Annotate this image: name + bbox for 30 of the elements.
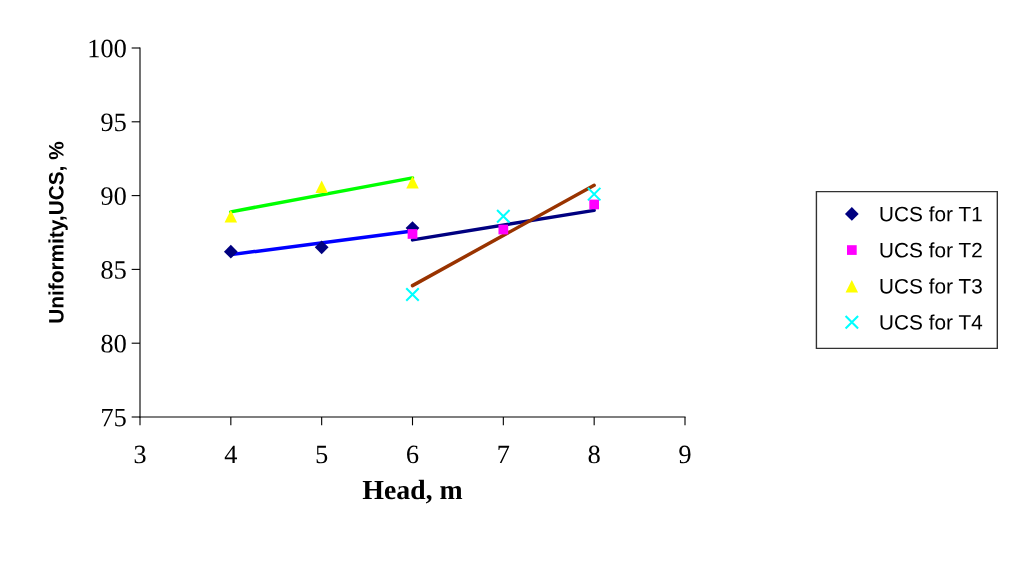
- point: [314, 240, 329, 255]
- point: [498, 224, 509, 235]
- point: [224, 210, 238, 223]
- point: [407, 229, 418, 239]
- legend-label: UCS for T2: [880, 242, 982, 258]
- x-axis-title: Head, m: [362, 479, 463, 504]
- y-tick-label: 75: [102, 408, 126, 427]
- point: [405, 287, 420, 302]
- x-tick-label: 4: [224, 445, 238, 464]
- x-tick-label: 6: [407, 445, 419, 464]
- x-tick-label: 9: [679, 445, 691, 464]
- x-tick-label: 5: [316, 445, 328, 464]
- point: [315, 180, 328, 193]
- y-tick-label: 100: [89, 39, 126, 58]
- x-tick-label: 8: [588, 445, 600, 464]
- legend-label: UCS for T3: [880, 278, 982, 294]
- point: [496, 208, 511, 224]
- point: [223, 244, 238, 259]
- y-axis-title: Uniformity,UCS, %: [48, 141, 68, 323]
- y-tick-label: 85: [101, 261, 126, 279]
- point: [589, 199, 600, 210]
- x-tick-label: 7: [498, 445, 510, 464]
- point: [406, 176, 419, 189]
- point: [586, 186, 602, 202]
- y-tick-label: 95: [101, 113, 126, 132]
- legend-label: UCS for T4: [880, 314, 983, 330]
- legend-label: UCS for T1: [880, 206, 982, 222]
- y-tick-label: 80: [101, 334, 126, 353]
- x-tick-label: 3: [134, 445, 146, 464]
- y-tick-label: 90: [101, 187, 126, 206]
